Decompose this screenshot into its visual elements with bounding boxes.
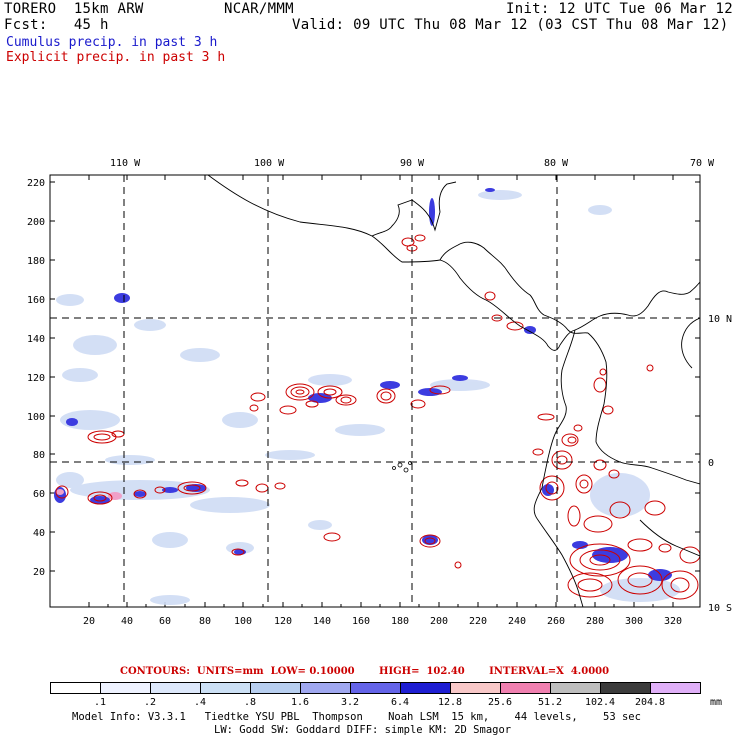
valid-time: Valid: 09 UTC Thu 08 Mar 12 (03 CST Thu …	[292, 17, 729, 33]
lon-label-90w: 90 W	[400, 158, 425, 169]
x-tick: 320	[664, 616, 682, 627]
x-tick: 40	[121, 616, 133, 627]
color-bar-box	[150, 682, 201, 694]
x-tick: 160	[352, 616, 370, 627]
cumulus-label: Cumulus precip. in past 3 h	[6, 35, 218, 50]
color-bar-label: 51.2	[538, 697, 562, 708]
explicit-contours	[55, 234, 700, 600]
x-tick: 200	[430, 616, 448, 627]
color-bar-box	[600, 682, 651, 694]
x-tick: 140	[313, 616, 331, 627]
color-bar-box	[450, 682, 501, 694]
x-tick-labels: 20 40 60 80 100 120 140 160 180 200 220 …	[83, 616, 682, 627]
lat-label-10n: 10 N	[708, 314, 732, 325]
y-tick: 160	[27, 295, 45, 306]
color-bar-box	[300, 682, 351, 694]
color-bar-labels: .1 .2 .4 .8 1.6 3.2 6.4 12.8 25.6 51.2 1…	[94, 697, 722, 708]
color-bar-box	[200, 682, 251, 694]
y-tick: 60	[33, 489, 45, 500]
lat-label-0: 0	[708, 458, 714, 469]
color-bar-box	[650, 682, 701, 694]
x-tick: 280	[586, 616, 604, 627]
graticule	[50, 175, 700, 607]
explicit-label: Explicit precip. in past 3 h	[6, 50, 226, 65]
lat-labels: 10 N 0 10 S	[708, 314, 732, 614]
color-bar-box	[100, 682, 151, 694]
y-tick: 200	[27, 217, 45, 228]
color-bar-label: 1.6	[291, 697, 309, 708]
x-tick: 20	[83, 616, 95, 627]
color-bar-label: 3.2	[341, 697, 359, 708]
cumulus-dark-shading	[54, 188, 672, 581]
y-tick-labels: 20 40 60 80 100 120 140 160 180 200 220	[27, 178, 45, 578]
color-bar-boxes	[50, 682, 701, 694]
y-tick: 180	[27, 256, 45, 267]
lon-label-110w: 110 W	[110, 158, 141, 169]
color-bar-label: 25.6	[488, 697, 512, 708]
x-tick: 100	[234, 616, 252, 627]
x-tick: 120	[274, 616, 292, 627]
x-tick: 220	[469, 616, 487, 627]
color-bar-box	[500, 682, 551, 694]
color-bar-label: 102.4	[585, 697, 615, 708]
x-tick: 240	[508, 616, 526, 627]
color-bar-label: .4	[194, 697, 206, 708]
y-tick: 80	[33, 450, 45, 461]
init-time: Init: 12 UTC Tue 06 Mar 12	[506, 1, 733, 17]
y-tick: 220	[27, 178, 45, 189]
color-bar: .1 .2 .4 .8 1.6 3.2 6.4 12.8 25.6 51.2 1…	[50, 682, 722, 708]
physics-info: LW: Godd SW: Goddard DIFF: simple KM: 2D…	[214, 724, 512, 736]
color-bar-label: .2	[144, 697, 156, 708]
y-tick: 100	[27, 412, 45, 423]
lon-label-100w: 100 W	[254, 158, 285, 169]
center-title: NCAR/MMM	[224, 1, 294, 17]
cumulus-light-shading	[56, 190, 680, 605]
islands	[392, 461, 412, 473]
color-bar-box	[250, 682, 301, 694]
color-bar-box	[400, 682, 451, 694]
lon-label-80w: 80 W	[544, 158, 569, 169]
x-tick: 60	[159, 616, 171, 627]
x-tick: 260	[547, 616, 565, 627]
x-tick: 180	[391, 616, 409, 627]
color-bar-box	[550, 682, 601, 694]
map-frame	[49, 174, 701, 608]
color-bar-label: 6.4	[391, 697, 409, 708]
tick-marks	[50, 175, 700, 607]
contour-info: CONTOURS: UNITS=mm LOW= 0.10000 HIGH= 10…	[120, 666, 610, 677]
lat-label-10s: 10 S	[708, 603, 732, 614]
color-bar-label: 12.8	[438, 697, 462, 708]
y-tick: 20	[33, 567, 45, 578]
color-bar-label: 204.8	[635, 697, 665, 708]
y-tick: 140	[27, 334, 45, 345]
model-info: Model Info: V3.3.1 Tiedtke YSU PBL Thomp…	[72, 711, 641, 723]
color-bar-label: .1	[94, 697, 106, 708]
lon-labels: 110 W 100 W 90 W 80 W 70 W	[110, 158, 715, 169]
color-bar-unit: mm	[710, 697, 722, 708]
y-tick: 40	[33, 528, 45, 539]
x-tick: 300	[625, 616, 643, 627]
color-bar-box	[50, 682, 101, 694]
precip-map: 110 W 100 W 90 W 80 W 70 W 10 N 0 10 S 2…	[27, 158, 732, 627]
color-bar-box	[350, 682, 401, 694]
lon-label-70w: 70 W	[690, 158, 715, 169]
x-tick: 80	[199, 616, 211, 627]
y-tick: 120	[27, 373, 45, 384]
model-title: TORERO 15km ARW	[4, 1, 144, 17]
forecast-hour: Fcst: 45 h	[4, 17, 109, 33]
color-bar-label: .8	[244, 697, 256, 708]
coastlines	[207, 175, 700, 607]
